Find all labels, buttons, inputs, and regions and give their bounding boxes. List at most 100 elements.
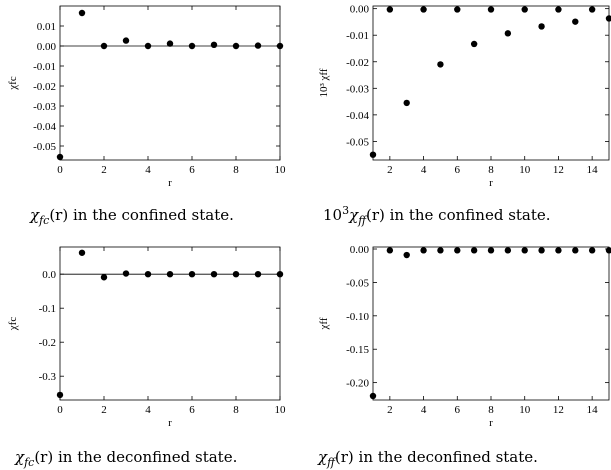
data-point: [232, 271, 240, 278]
data-point: [166, 271, 174, 278]
y-tick-label: -0.02: [346, 57, 369, 69]
x-tick-label: 8: [233, 164, 239, 176]
data-point: [78, 249, 86, 256]
y-tick-label: -0.01: [33, 61, 56, 73]
y-tick-label: -0.05: [33, 141, 56, 153]
y-tick-label: -0.1: [39, 303, 56, 315]
data-point: [420, 247, 427, 254]
data-point: [166, 40, 174, 47]
x-tick-label: 12: [553, 404, 564, 416]
y-tick-label: -0.15: [346, 344, 369, 356]
y-tick-label: -0.05: [346, 277, 369, 289]
caption-deconfined-chi-ff: χff(r) in the deconfined state.: [317, 448, 538, 469]
y-axis-label: χfc: [7, 317, 19, 332]
data-point: [420, 6, 427, 13]
x-tick-label: 0: [57, 404, 63, 416]
data-point: [487, 247, 495, 254]
x-tick-label: 2: [101, 164, 107, 176]
data-point: [454, 247, 461, 254]
data-point: [470, 247, 478, 254]
x-axis-label: r: [489, 417, 493, 429]
data-point: [210, 271, 218, 278]
y-tick-label: -0.3: [39, 371, 57, 383]
data-point: [555, 247, 562, 254]
y-tick-label: -0.02: [33, 81, 56, 93]
y-tick-label: 0.00: [350, 244, 370, 256]
data-point: [122, 270, 130, 277]
x-tick-label: 6: [189, 164, 195, 176]
x-tick-label: 14: [587, 404, 599, 416]
data-point: [572, 18, 579, 25]
x-axis-label: r: [168, 417, 172, 429]
data-point: [122, 37, 130, 44]
x-tick-label: 4: [145, 404, 151, 416]
x-tick-label: 0: [57, 164, 63, 176]
y-tick-label: 0.01: [37, 21, 56, 33]
plot-frame: [59, 5, 281, 161]
data-point: [437, 247, 444, 254]
plot-frame: [372, 5, 610, 161]
caption-confined-chi-ff: 103χff(r) in the confined state.: [323, 204, 551, 227]
x-tick-label: 12: [553, 164, 564, 176]
data-point: [470, 40, 478, 48]
x-tick-label: 14: [587, 164, 599, 176]
data-point: [504, 247, 512, 254]
x-tick-label: 8: [488, 164, 494, 176]
data-point: [254, 42, 262, 49]
x-tick-label: 2: [387, 164, 393, 176]
y-tick-label: -0.01: [346, 30, 369, 42]
data-point: [56, 153, 64, 161]
data-point: [454, 6, 461, 13]
x-tick-label: 6: [455, 404, 461, 416]
x-tick-label: 8: [488, 404, 494, 416]
y-tick-label: -0.04: [33, 121, 56, 133]
data-point: [605, 15, 611, 22]
y-axis-label: 10³ χff: [318, 68, 330, 97]
y-axis-label: χff: [318, 317, 330, 330]
data-point: [521, 6, 528, 13]
data-point: [386, 247, 394, 254]
x-axis-label: r: [168, 177, 172, 189]
chart-confined-chi-fc: 0 2 4 6 8 10 0.01 0.00 -0.01 -0.02 -0.03 -0.04 -0.05…: [7, 5, 287, 189]
chart-deconfined-chi-ff: 2 4 6 8 10 12 14 0.00 -0.05 -0.10 -0.15 -0.20 r χff: [318, 244, 611, 429]
y-tick-label: -0.05: [346, 136, 369, 148]
data-point: [437, 61, 444, 68]
x-tick-label: 10: [519, 404, 531, 416]
y-tick-label: -0.20: [346, 378, 369, 390]
data-point: [403, 99, 410, 107]
caption-confined-chi-fc: χfc(r) in the confined state.: [29, 206, 234, 227]
plot-frame: [59, 246, 281, 401]
data-point: [188, 271, 196, 278]
data-point: [276, 42, 284, 50]
y-tick-label: -0.03: [346, 83, 369, 95]
data-point: [276, 271, 284, 278]
data-point: [605, 247, 611, 254]
y-tick-label: -0.03: [33, 101, 56, 113]
data-point: [144, 42, 152, 50]
data-point: [487, 6, 495, 13]
x-tick-label: 4: [145, 164, 151, 176]
x-tick-label: 2: [101, 404, 107, 416]
data-point: [538, 23, 545, 30]
data-point: [386, 6, 394, 13]
data-point: [403, 251, 410, 259]
data-point: [56, 391, 64, 399]
data-point: [555, 6, 562, 13]
y-tick-label: 0.00: [350, 4, 370, 16]
y-tick-label: -0.04: [346, 110, 369, 122]
data-point: [572, 247, 579, 254]
data-point: [369, 392, 377, 400]
y-tick-label: 0.0: [42, 269, 56, 281]
data-point: [504, 30, 512, 37]
x-tick-label: 10: [275, 164, 287, 176]
y-tick-label: -0.10: [346, 311, 369, 323]
data-point: [232, 42, 240, 50]
x-tick-label: 10: [519, 164, 531, 176]
data-point: [369, 151, 377, 158]
caption-deconfined-chi-fc: χfc(r) in the deconfined state.: [14, 448, 237, 469]
data-point: [100, 274, 108, 281]
data-point: [210, 41, 218, 48]
x-tick-label: 2: [387, 404, 393, 416]
data-point: [144, 271, 152, 278]
